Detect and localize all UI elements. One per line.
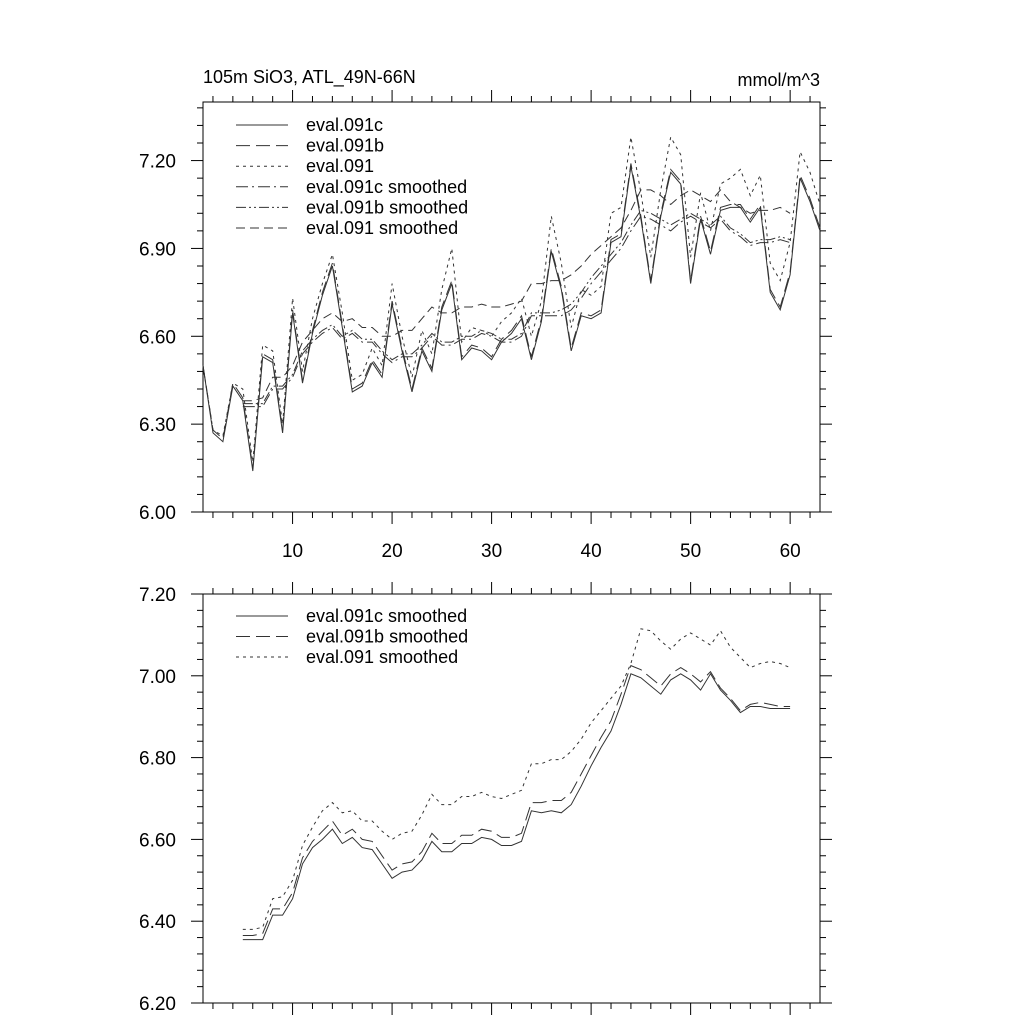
- x-tick-label: 60: [780, 541, 801, 562]
- y-tick-label: 6.00: [139, 503, 176, 524]
- plot-frame: [202, 593, 821, 1004]
- series-line: [242, 215, 791, 408]
- y-tick-label: 6.20: [139, 994, 176, 1015]
- series-line: [242, 664, 791, 936]
- y-tick-label: 7.20: [139, 585, 176, 606]
- legend-label: eval.091b: [306, 136, 384, 156]
- plot-frame: [202, 101, 821, 513]
- legend-label: eval.091b smoothed: [306, 197, 468, 217]
- y-tick-label: 6.60: [139, 327, 176, 348]
- units-label: mmol/m^3: [738, 70, 820, 90]
- legend-label: eval.091c: [306, 115, 383, 135]
- legend-label: eval.091c smoothed: [306, 606, 467, 626]
- y-tick-label: 6.60: [139, 830, 176, 851]
- series-line: [242, 209, 791, 405]
- legend-label: eval.091c smoothed: [306, 177, 467, 197]
- top-panel: 10 20 30 40 50 60 6.00 6.30 6.60 6.90 7.20 eval.091…: [139, 90, 832, 562]
- x-tick-label: 40: [581, 541, 602, 562]
- x-tick-label: 20: [382, 541, 403, 562]
- x-tick-label: 30: [481, 541, 502, 562]
- series-line: [242, 672, 791, 941]
- series-line: [202, 163, 821, 469]
- legend-label: eval.091b smoothed: [306, 627, 468, 647]
- y-tick-label: 7.20: [139, 152, 176, 173]
- legend-label: eval.091: [306, 156, 374, 176]
- legend-label: eval.091 smoothed: [306, 218, 458, 238]
- y-tick-label: 6.80: [139, 749, 176, 770]
- bottom-panel: 6.20 6.40 6.60 6.80 7.00 7.20 eval.091c smooth…: [139, 582, 832, 1015]
- series-line: [202, 166, 821, 472]
- chart-title: 105m SiO3, ATL_49N-66N: [203, 67, 416, 88]
- x-tick-label: 50: [680, 541, 701, 562]
- series-line: [242, 189, 791, 402]
- y-tick-label: 6.30: [139, 415, 176, 436]
- legend-label: eval.091 smoothed: [306, 647, 458, 667]
- series-line: [202, 135, 821, 463]
- y-tick-label: 6.90: [139, 239, 176, 260]
- y-tick-label: 7.00: [139, 667, 176, 688]
- x-tick-label: 10: [282, 541, 303, 562]
- y-tick-label: 6.40: [139, 912, 176, 933]
